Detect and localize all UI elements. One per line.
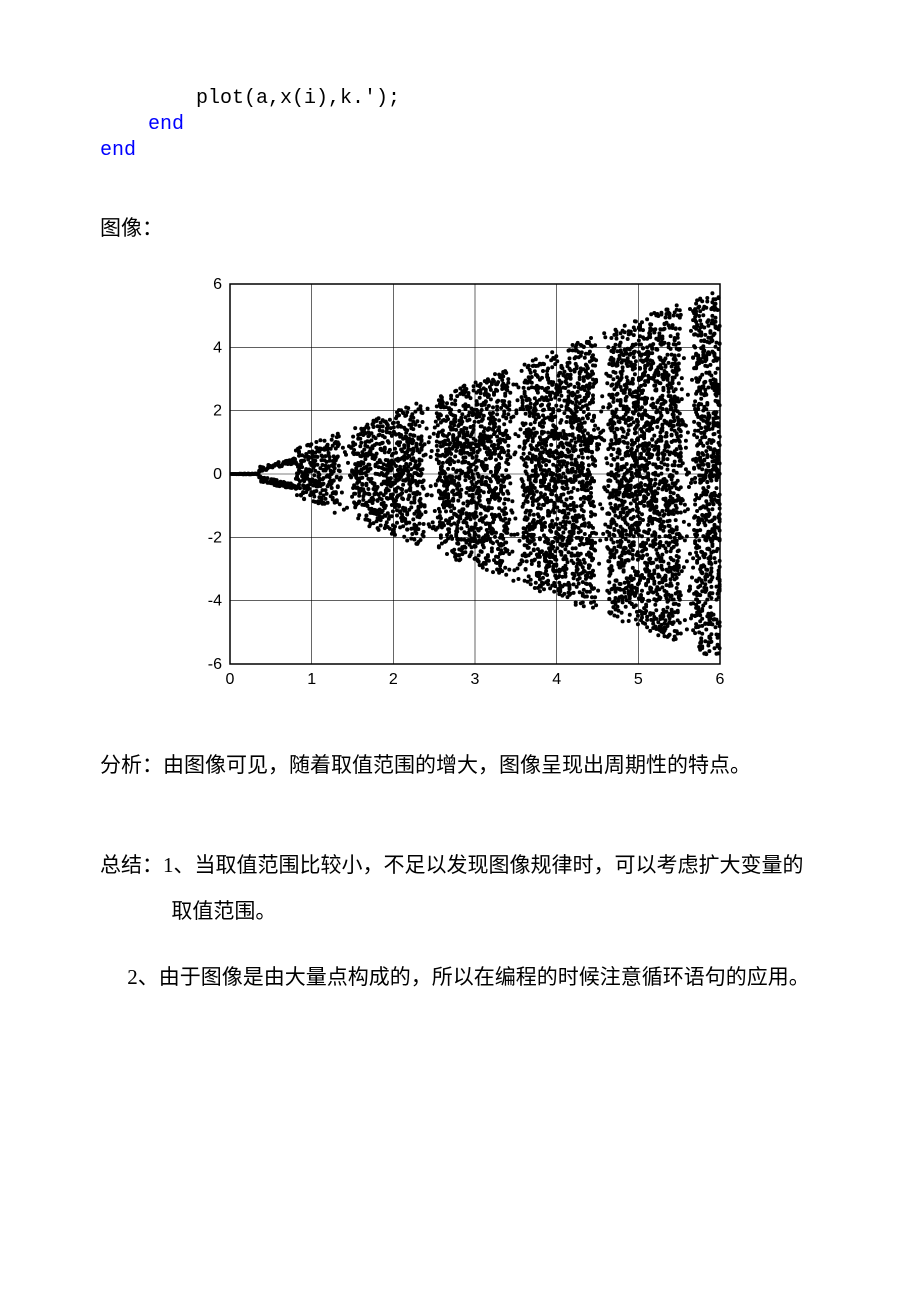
image-heading: 图像： <box>100 212 820 246</box>
svg-text:0: 0 <box>226 671 235 688</box>
svg-text:-6: -6 <box>208 656 222 673</box>
svg-text:4: 4 <box>213 339 222 356</box>
svg-text:0: 0 <box>213 466 222 483</box>
keyword-end: end <box>148 113 184 136</box>
code-line: plot(a,x(i),k.'); <box>100 87 400 110</box>
svg-text:-2: -2 <box>208 529 222 546</box>
svg-text:4: 4 <box>552 671 561 688</box>
svg-text:-4: -4 <box>208 592 222 609</box>
svg-text:3: 3 <box>471 671 480 688</box>
svg-text:6: 6 <box>213 276 222 293</box>
analysis-paragraph: 分析：由图像可见，随着取值范围的增大，图像呈现出周期性的特点。 <box>100 742 820 788</box>
spacer <box>100 808 820 842</box>
svg-text:2: 2 <box>213 402 222 419</box>
summary-item-2: 2、由于图像是由大量点构成的，所以在编程的时候注意循环语句的应用。 <box>100 954 820 1000</box>
svg-text:5: 5 <box>634 671 643 688</box>
summary-item-1: 总结：1、当取值范围比较小，不足以发现图像规律时，可以考虑扩大变量的取值范围。 <box>100 842 820 934</box>
code-block: plot(a,x(i),k.'); end end <box>100 60 820 164</box>
keyword-end: end <box>100 139 136 162</box>
svg-text:6: 6 <box>716 671 725 688</box>
svg-text:1: 1 <box>307 671 316 688</box>
svg-text:2: 2 <box>389 671 398 688</box>
chart-svg: 0 1 2 3 4 5 6 -6 -4 -2 0 2 4 6 <box>180 274 740 694</box>
bifurcation-chart: 0 1 2 3 4 5 6 -6 -4 -2 0 2 4 6 <box>180 274 740 694</box>
code-indent <box>100 113 148 136</box>
